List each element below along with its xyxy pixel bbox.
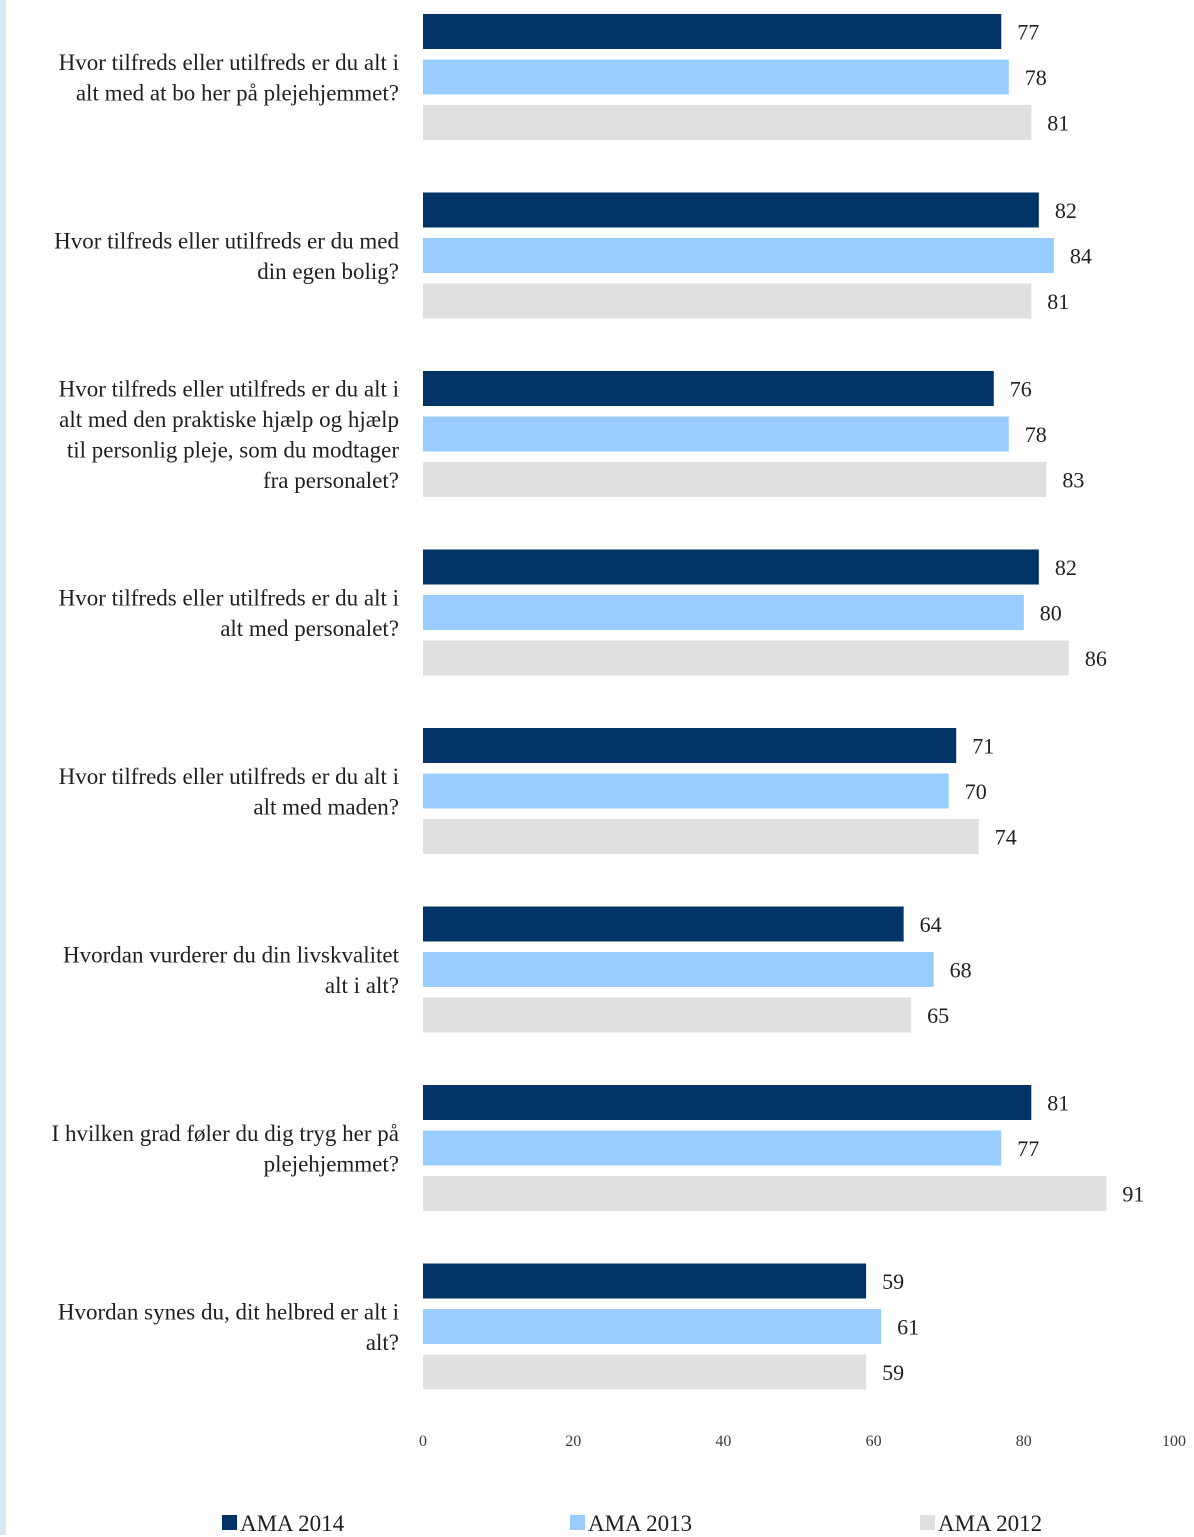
bar-ama-2014-cat-6 [423,906,904,942]
bar-ama-2014-cat-1 [423,14,1002,49]
category-label: Hvor tilfreds eller utilfreds er du alt … [59,585,399,610]
bar-ama-2013-cat-7 [423,1130,1002,1166]
value-label: 77 [1017,20,1039,45]
x-tick-label: 40 [715,1433,731,1450]
value-label: 71 [972,734,994,759]
category-label: alt? [366,1330,399,1355]
value-label: 91 [1122,1182,1144,1207]
bar-ama-2012-cat-4 [423,640,1069,676]
value-label: 77 [1017,1136,1039,1161]
legend-swatch-ama-2013 [570,1515,585,1530]
bar-ama-2014-cat-7 [423,1085,1032,1120]
category-label: Hvor tilfreds eller utilfreds er du alt … [59,764,399,789]
value-label: 68 [950,958,972,983]
category-label: alt med den praktiske hjælp og hjælp [59,407,399,432]
value-label: 64 [920,912,942,937]
legend-swatch-ama-2012 [920,1515,935,1530]
legend-swatch-ama-2014 [222,1515,237,1530]
value-label: 81 [1047,289,1069,314]
value-label: 84 [1070,244,1092,269]
category-label: alt med maden? [253,794,399,819]
bar-ama-2012-cat-8 [423,1354,867,1390]
x-tick-label: 80 [1016,1433,1032,1450]
x-tick-label: 20 [565,1433,581,1450]
value-label: 76 [1010,377,1032,402]
value-label: 82 [1055,198,1077,223]
legend-label-ama-2012: AMA 2012 [938,1511,1043,1536]
category-label: din egen bolig? [257,259,399,284]
bar-ama-2012-cat-1 [423,105,1032,140]
category-label: Hvor tilfreds eller utilfreds er du alt … [59,50,399,75]
x-tick-label: 60 [866,1433,882,1450]
value-label: 59 [882,1269,904,1294]
value-label: 81 [1047,111,1069,136]
bar-ama-2013-cat-4 [423,595,1024,630]
value-label: 80 [1040,601,1062,626]
value-label: 86 [1085,646,1107,671]
legend-label-ama-2014: AMA 2014 [240,1511,345,1536]
value-label: 81 [1047,1091,1069,1116]
value-label: 65 [927,1003,949,1028]
bar-ama-2013-cat-5 [423,773,949,809]
bar-ama-2014-cat-2 [423,192,1039,228]
category-label: I hvilken grad føler du dig tryg her på [52,1121,399,1146]
bar-ama-2014-cat-4 [423,549,1039,585]
category-label: plejehjemmet? [264,1151,399,1176]
category-label: fra personalet? [263,468,399,493]
value-label: 83 [1062,468,1084,493]
category-label: alt i alt? [325,973,399,998]
value-label: 82 [1055,555,1077,580]
bar-ama-2014-cat-8 [423,1263,867,1299]
value-label: 59 [882,1360,904,1385]
value-label: 74 [995,825,1017,850]
bar-ama-2012-cat-7 [423,1176,1107,1211]
bar-ama-2012-cat-3 [423,462,1047,497]
value-label: 78 [1025,422,1047,447]
category-label: Hvor tilfreds eller utilfreds er du med [54,228,399,253]
legend-item-ama-2012: AMA 2012 [920,1511,1042,1537]
bar-ama-2012-cat-5 [423,819,979,854]
category-label: til personlig pleje, som du modtager [67,437,400,462]
bar-ama-2012-cat-6 [423,997,912,1033]
bar-ama-2013-cat-8 [423,1309,882,1344]
x-tick-label: 0 [419,1433,427,1450]
left-edge-bar [0,0,6,1535]
legend-label-ama-2013: AMA 2013 [588,1511,693,1536]
legend-item-ama-2013: AMA 2013 [570,1511,692,1537]
bar-ama-2014-cat-5 [423,728,957,763]
bar-ama-2014-cat-3 [423,371,994,406]
category-label: alt med at bo her på plejehjemmet? [76,80,399,105]
legend-item-ama-2014: AMA 2014 [222,1511,344,1537]
category-label: Hvordan vurderer du din livskvalitet [63,942,400,967]
legend: AMA 2014 AMA 2013 AMA 2012 [0,1509,1194,1537]
category-label: alt med personalet? [220,616,399,641]
bar-ama-2012-cat-2 [423,283,1032,319]
value-label: 78 [1025,65,1047,90]
category-label: Hvor tilfreds eller utilfreds er du alt … [59,376,399,401]
bar-ama-2013-cat-1 [423,59,1009,95]
value-label: 70 [965,779,987,804]
bar-ama-2013-cat-2 [423,238,1054,273]
x-tick-label: 100 [1162,1433,1186,1450]
value-label: 61 [897,1315,919,1340]
bar-ama-2013-cat-3 [423,416,1009,452]
category-label: Hvordan synes du, dit helbred er alt i [58,1299,399,1324]
bar-ama-2013-cat-6 [423,952,934,987]
